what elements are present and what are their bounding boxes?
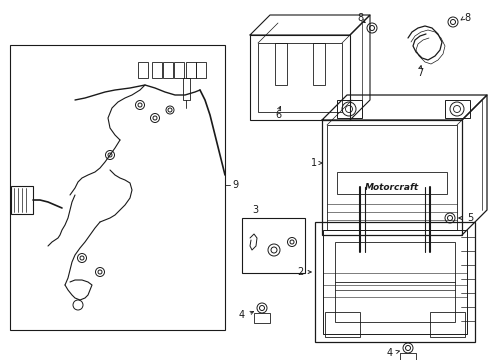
Bar [250, 35, 350, 120]
Bar [335, 242, 455, 322]
Bar [400, 353, 416, 360]
Bar [430, 312, 465, 337]
Text: 7: 7 [417, 68, 423, 78]
Bar [327, 125, 457, 230]
Bar [275, 43, 287, 85]
Bar [183, 78, 190, 100]
Bar [196, 62, 206, 78]
Text: 6: 6 [275, 110, 281, 120]
Bar [337, 172, 447, 194]
Text: 4: 4 [387, 348, 393, 358]
Text: Motorcraft: Motorcraft [365, 183, 419, 192]
Bar [325, 312, 360, 337]
Text: 9: 9 [232, 180, 238, 190]
Bar [337, 100, 362, 118]
Text: 5: 5 [467, 213, 473, 223]
Bar [313, 43, 325, 85]
Text: 8: 8 [464, 13, 470, 23]
Bar [163, 62, 173, 78]
Bar [138, 62, 148, 78]
Text: 4: 4 [239, 310, 245, 320]
Bar [254, 313, 270, 323]
Bar [186, 62, 196, 78]
Text: 8: 8 [357, 13, 363, 23]
Bar [11, 186, 33, 214]
Bar [445, 100, 470, 118]
Bar [315, 222, 475, 342]
Text: 3: 3 [252, 205, 258, 215]
Text: 1: 1 [311, 158, 317, 168]
Text: 2: 2 [297, 267, 303, 277]
Bar [152, 62, 162, 78]
Bar [323, 230, 467, 334]
Bar [10, 45, 225, 330]
Bar [174, 62, 184, 78]
Bar [258, 43, 342, 112]
Bar [322, 120, 462, 235]
Bar [242, 218, 305, 273]
